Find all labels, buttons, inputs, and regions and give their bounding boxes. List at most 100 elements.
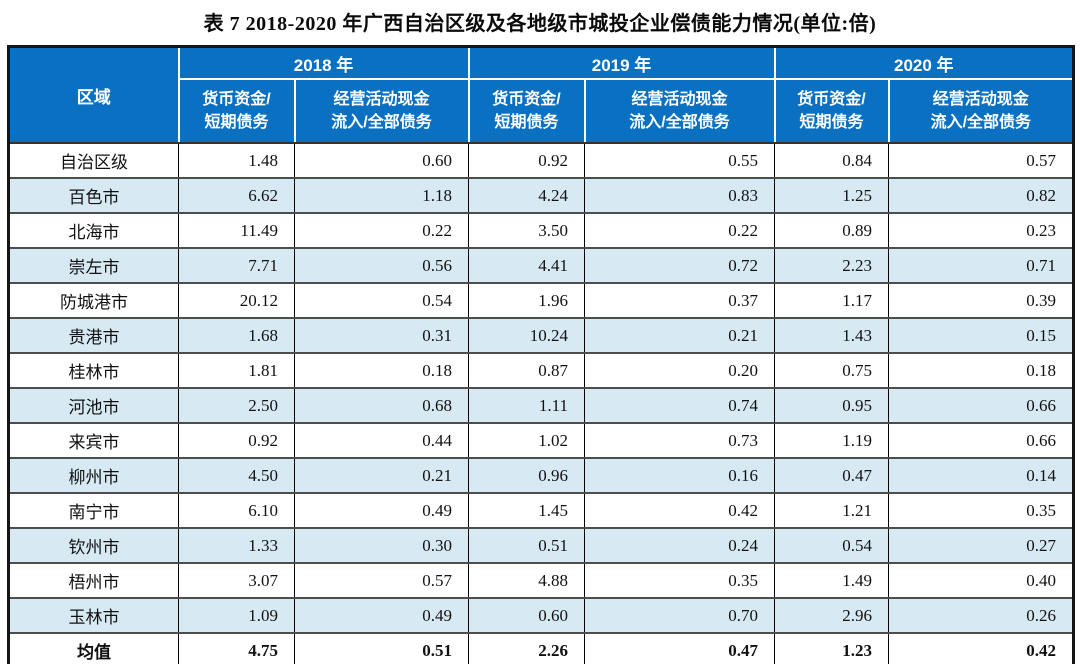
subheader-line: 流入/全部债务	[629, 114, 730, 131]
region-cell: 均值	[8, 632, 179, 664]
value-cell: 4.24	[468, 177, 586, 213]
year-header-row: 区域 2018 年 2019 年 2020 年	[7, 45, 1075, 144]
value-cell: 1.25	[774, 177, 890, 213]
value-cell: 10.24	[468, 317, 586, 353]
region-cell: 贵港市	[8, 317, 179, 353]
table-row: 百色市 6.62 1.18 4.24 0.83 1.25 0.82	[8, 177, 1075, 213]
year-header-2019: 2019 年	[467, 45, 776, 80]
region-cell: 自治区级	[8, 142, 179, 178]
value-cell: 0.82	[888, 177, 1075, 213]
value-cell: 0.57	[293, 562, 470, 598]
value-cell: 0.18	[293, 352, 470, 388]
table-row: 来宾市 0.92 0.44 1.02 0.73 1.19 0.66	[8, 422, 1075, 458]
value-cell: 0.95	[774, 387, 890, 423]
value-cell: 1.48	[178, 142, 295, 178]
value-cell: 1.96	[468, 282, 586, 318]
value-cell: 0.60	[293, 142, 470, 178]
value-cell: 1.21	[774, 492, 890, 528]
region-cell: 河池市	[8, 387, 179, 423]
table-row: 钦州市 1.33 0.30 0.51 0.24 0.54 0.27	[8, 527, 1075, 563]
value-cell: 0.68	[293, 387, 470, 423]
subheader-line: 货币资金/	[492, 90, 561, 108]
table-row: 梧州市 3.07 0.57 4.88 0.35 1.49 0.40	[8, 562, 1075, 598]
subheader-2020-opcash-to-total-debt: 经营活动现金 流入/全部债务	[887, 78, 1075, 144]
region-cell: 桂林市	[8, 352, 179, 388]
value-cell: 0.92	[178, 422, 295, 458]
value-cell: 0.16	[584, 457, 776, 493]
value-cell: 0.74	[584, 387, 776, 423]
value-cell: 0.27	[888, 527, 1075, 563]
value-cell: 0.89	[774, 212, 890, 248]
subheader-line: 货币资金/	[797, 90, 866, 108]
value-cell: 0.26	[888, 597, 1075, 633]
value-cell: 0.92	[468, 142, 586, 178]
subheader-line: 经营活动现金	[932, 90, 1029, 108]
value-cell: 0.75	[774, 352, 890, 388]
subheader-line: 短期债务	[799, 114, 864, 131]
subheader-2018-opcash-to-total-debt: 经营活动现金 流入/全部债务	[293, 78, 470, 144]
debt-capacity-table: 区域 2018 年 2019 年 2020 年 货币资金/ 短期债务 经营活动现…	[7, 45, 1076, 664]
value-cell: 1.11	[468, 387, 586, 423]
region-cell: 崇左市	[8, 247, 179, 283]
table-row: 贵港市 1.68 0.31 10.24 0.21 1.43 0.15	[8, 317, 1075, 353]
table-title: 表 7 2018-2020 年广西自治区级及各地级市城投企业偿债能力情况(单位:…	[203, 13, 877, 35]
value-cell: 2.26	[468, 632, 586, 664]
subheader-row: 货币资金/ 短期债务 经营活动现金 流入/全部债务 货币资金/ 短期债务 经营活…	[9, 78, 1075, 144]
table-header: 区域 2018 年 2019 年 2020 年 货币资金/ 短期债务 经营活动现…	[7, 45, 1075, 144]
subheader-line: 经营活动现金	[333, 90, 430, 108]
value-cell: 0.21	[293, 457, 470, 493]
value-cell: 0.37	[584, 282, 776, 318]
subheader-line: 短期债务	[494, 114, 559, 131]
value-cell: 0.55	[584, 142, 776, 178]
value-cell: 0.54	[774, 527, 890, 563]
value-cell: 0.66	[888, 422, 1075, 458]
value-cell: 0.22	[293, 212, 470, 248]
value-cell: 0.73	[584, 422, 776, 458]
value-cell: 0.22	[584, 212, 776, 248]
value-cell: 0.60	[468, 597, 586, 633]
value-cell: 0.42	[888, 632, 1075, 664]
table-body: 自治区级 1.48 0.60 0.92 0.55 0.84 0.57 百色市 6…	[8, 142, 1075, 664]
value-cell: 7.71	[178, 247, 295, 283]
value-cell: 1.81	[178, 352, 295, 388]
value-cell: 0.35	[584, 562, 776, 598]
region-cell: 玉林市	[8, 597, 179, 633]
value-cell: 4.41	[468, 247, 586, 283]
table-row: 均值 4.75 0.51 2.26 0.47 1.23 0.42	[8, 632, 1075, 664]
region-cell: 百色市	[8, 177, 179, 213]
region-column-header: 区域	[7, 45, 180, 144]
table-row: 自治区级 1.48 0.60 0.92 0.55 0.84 0.57	[8, 142, 1075, 178]
table-row: 河池市 2.50 0.68 1.11 0.74 0.95 0.66	[8, 387, 1075, 423]
subheader-line: 经营活动现金	[631, 90, 728, 108]
value-cell: 1.17	[774, 282, 890, 318]
value-cell: 0.39	[888, 282, 1075, 318]
value-cell: 0.70	[584, 597, 776, 633]
value-cell: 0.51	[293, 632, 470, 664]
table-row: 桂林市 1.81 0.18 0.87 0.20 0.75 0.18	[8, 352, 1075, 388]
value-cell: 0.40	[888, 562, 1075, 598]
value-cell: 3.07	[178, 562, 295, 598]
table-row: 南宁市 6.10 0.49 1.45 0.42 1.21 0.35	[8, 492, 1075, 528]
region-cell: 南宁市	[8, 492, 179, 528]
table-row: 玉林市 1.09 0.49 0.60 0.70 2.96 0.26	[8, 597, 1075, 633]
value-cell: 0.54	[293, 282, 470, 318]
value-cell: 1.49	[774, 562, 890, 598]
value-cell: 0.47	[774, 457, 890, 493]
table-row: 北海市 11.49 0.22 3.50 0.22 0.89 0.23	[8, 212, 1075, 248]
value-cell: 0.71	[888, 247, 1075, 283]
value-cell: 0.44	[293, 422, 470, 458]
value-cell: 0.83	[584, 177, 776, 213]
region-cell: 北海市	[8, 212, 179, 248]
value-cell: 20.12	[178, 282, 295, 318]
value-cell: 0.51	[468, 527, 586, 563]
value-cell: 0.47	[584, 632, 776, 664]
subheader-2019-opcash-to-total-debt: 经营活动现金 流入/全部债务	[583, 78, 776, 144]
region-cell: 梧州市	[8, 562, 179, 598]
value-cell: 11.49	[178, 212, 295, 248]
value-cell: 4.75	[178, 632, 295, 664]
value-cell: 0.72	[584, 247, 776, 283]
value-cell: 0.24	[584, 527, 776, 563]
table-row: 防城港市 20.12 0.54 1.96 0.37 1.17 0.39	[8, 282, 1075, 318]
value-cell: 0.20	[584, 352, 776, 388]
value-cell: 0.96	[468, 457, 586, 493]
